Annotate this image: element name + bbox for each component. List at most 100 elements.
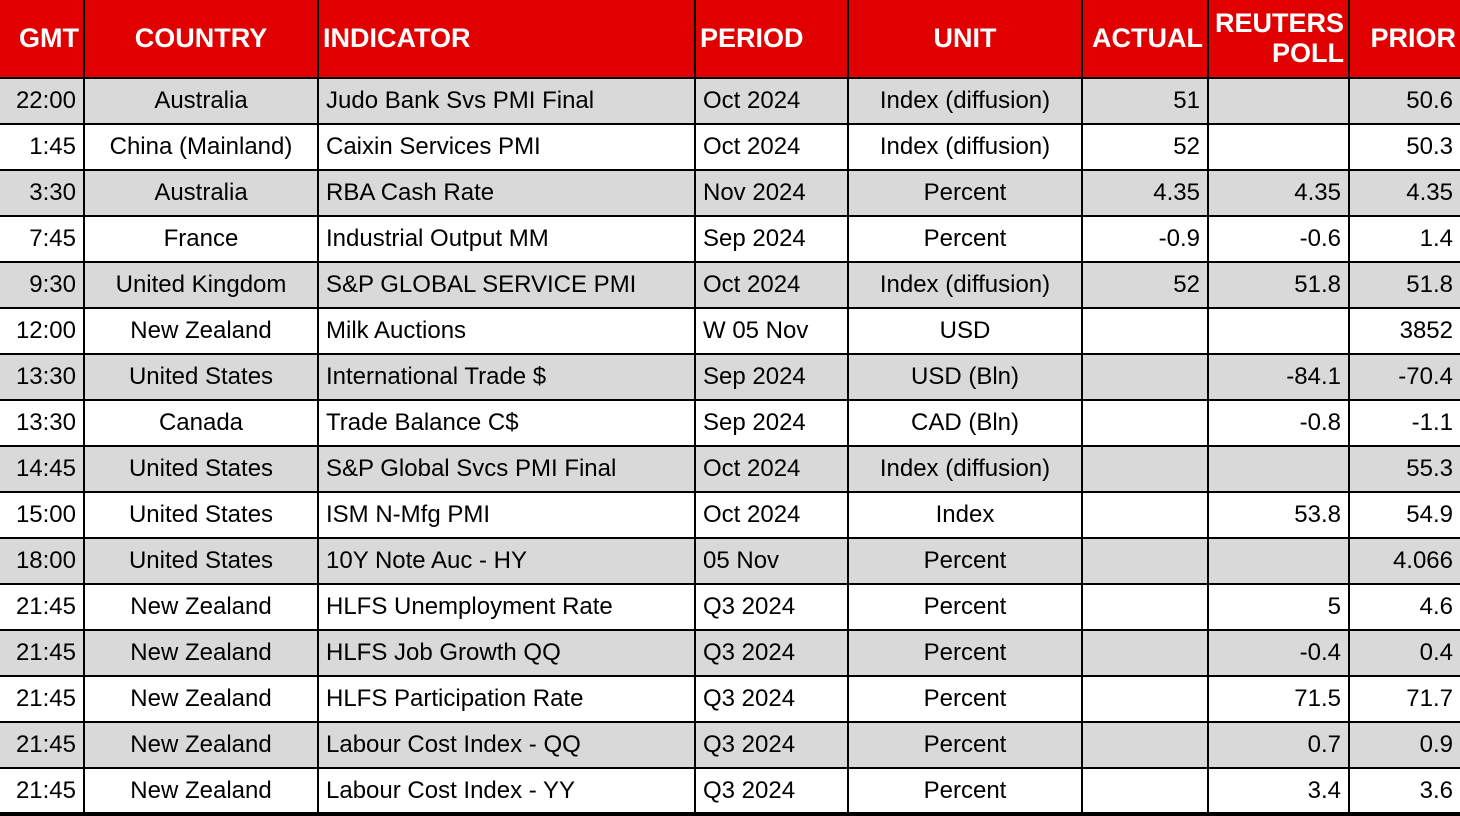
cell-gmt: 12:00 bbox=[0, 307, 85, 355]
cell-reuters-poll: 4.35 bbox=[1207, 169, 1350, 217]
column-header-actual: ACTUAL bbox=[1081, 0, 1209, 79]
cell-country: United States bbox=[83, 445, 319, 493]
cell-unit: Percent bbox=[847, 675, 1083, 723]
table-row: 21:45 New Zealand HLFS Unemployment Rate Q3… bbox=[0, 583, 1460, 631]
cell-gmt: 3:30 bbox=[0, 169, 85, 217]
table-row: 14:45 United States S&P Global Svcs PMI Fi… bbox=[0, 445, 1460, 493]
cell-period: Oct 2024 bbox=[694, 123, 849, 171]
cell-actual bbox=[1081, 445, 1209, 493]
cell-unit: USD (Bln) bbox=[847, 353, 1083, 401]
cell-prior: 3852 bbox=[1348, 307, 1460, 355]
cell-gmt: 13:30 bbox=[0, 353, 85, 401]
cell-period: Nov 2024 bbox=[694, 169, 849, 217]
cell-actual: 52 bbox=[1081, 261, 1209, 309]
cell-reuters-poll: -84.1 bbox=[1207, 353, 1350, 401]
cell-gmt: 21:45 bbox=[0, 629, 85, 677]
cell-country: New Zealand bbox=[83, 675, 319, 723]
cell-gmt: 21:45 bbox=[0, 767, 85, 816]
cell-actual bbox=[1081, 491, 1209, 539]
column-header-country: COUNTRY bbox=[83, 0, 319, 79]
cell-period: Oct 2024 bbox=[694, 445, 849, 493]
cell-country: United Kingdom bbox=[83, 261, 319, 309]
table-row: 22:00 Australia Judo Bank Svs PMI Final Oct… bbox=[0, 77, 1460, 125]
cell-unit: Index (diffusion) bbox=[847, 445, 1083, 493]
table-row: 15:00 United States ISM N-Mfg PMI Oct 2024 I… bbox=[0, 491, 1460, 539]
cell-unit: Index (diffusion) bbox=[847, 123, 1083, 171]
cell-prior: 1.4 bbox=[1348, 215, 1460, 263]
cell-country: France bbox=[83, 215, 319, 263]
cell-unit: Index (diffusion) bbox=[847, 261, 1083, 309]
cell-gmt: 13:30 bbox=[0, 399, 85, 447]
cell-country: United States bbox=[83, 353, 319, 401]
cell-prior: 55.3 bbox=[1348, 445, 1460, 493]
cell-indicator: HLFS Job Growth QQ bbox=[317, 629, 696, 677]
cell-unit: USD bbox=[847, 307, 1083, 355]
cell-prior: 4.6 bbox=[1348, 583, 1460, 631]
cell-actual bbox=[1081, 767, 1209, 816]
column-header-period: PERIOD bbox=[694, 0, 849, 79]
cell-period: Q3 2024 bbox=[694, 629, 849, 677]
column-header-reuters-poll: REUTERS POLL bbox=[1207, 0, 1350, 79]
cell-country: New Zealand bbox=[83, 721, 319, 769]
cell-gmt: 21:45 bbox=[0, 675, 85, 723]
cell-reuters-poll bbox=[1207, 445, 1350, 493]
cell-country: New Zealand bbox=[83, 767, 319, 816]
cell-period: Q3 2024 bbox=[694, 767, 849, 816]
table-row: 3:30 Australia RBA Cash Rate Nov 2024 Percen… bbox=[0, 169, 1460, 217]
cell-gmt: 9:30 bbox=[0, 261, 85, 309]
cell-period: Oct 2024 bbox=[694, 77, 849, 125]
header-row: GMT COUNTRY INDICATOR PERIOD UNIT ACTUAL REUTE… bbox=[0, 0, 1460, 79]
cell-unit: Percent bbox=[847, 721, 1083, 769]
table-body: 22:00 Australia Judo Bank Svs PMI Final Oct… bbox=[0, 77, 1460, 816]
cell-actual bbox=[1081, 537, 1209, 585]
cell-indicator: 10Y Note Auc - HY bbox=[317, 537, 696, 585]
cell-actual bbox=[1081, 307, 1209, 355]
cell-gmt: 7:45 bbox=[0, 215, 85, 263]
cell-unit: Index bbox=[847, 491, 1083, 539]
cell-unit: CAD (Bln) bbox=[847, 399, 1083, 447]
cell-gmt: 1:45 bbox=[0, 123, 85, 171]
cell-actual: 51 bbox=[1081, 77, 1209, 125]
cell-unit: Percent bbox=[847, 583, 1083, 631]
cell-reuters-poll: 5 bbox=[1207, 583, 1350, 631]
cell-indicator: Milk Auctions bbox=[317, 307, 696, 355]
table-row: 1:45 China (Mainland) Caixin Services PMI O… bbox=[0, 123, 1460, 171]
cell-prior: -70.4 bbox=[1348, 353, 1460, 401]
cell-actual bbox=[1081, 629, 1209, 677]
cell-country: United States bbox=[83, 491, 319, 539]
cell-actual bbox=[1081, 399, 1209, 447]
cell-prior: 71.7 bbox=[1348, 675, 1460, 723]
table-row: 7:45 France Industrial Output MM Sep 2024 Pe… bbox=[0, 215, 1460, 263]
cell-unit: Percent bbox=[847, 215, 1083, 263]
cell-actual: 4.35 bbox=[1081, 169, 1209, 217]
cell-actual: 52 bbox=[1081, 123, 1209, 171]
cell-unit: Percent bbox=[847, 537, 1083, 585]
column-header-unit: UNIT bbox=[847, 0, 1083, 79]
cell-reuters-poll: -0.8 bbox=[1207, 399, 1350, 447]
cell-gmt: 21:45 bbox=[0, 721, 85, 769]
cell-prior: 50.3 bbox=[1348, 123, 1460, 171]
cell-prior: 0.9 bbox=[1348, 721, 1460, 769]
cell-reuters-poll: -0.6 bbox=[1207, 215, 1350, 263]
cell-indicator: Industrial Output MM bbox=[317, 215, 696, 263]
cell-reuters-poll: 0.7 bbox=[1207, 721, 1350, 769]
cell-period: Oct 2024 bbox=[694, 261, 849, 309]
cell-period: Oct 2024 bbox=[694, 491, 849, 539]
cell-country: New Zealand bbox=[83, 583, 319, 631]
cell-unit: Percent bbox=[847, 169, 1083, 217]
cell-indicator: S&P Global Svcs PMI Final bbox=[317, 445, 696, 493]
cell-country: Canada bbox=[83, 399, 319, 447]
cell-prior: 3.6 bbox=[1348, 767, 1460, 816]
cell-period: Sep 2024 bbox=[694, 353, 849, 401]
cell-country: Australia bbox=[83, 169, 319, 217]
table-row: 13:30 United States International Trade $ S… bbox=[0, 353, 1460, 401]
cell-prior: 50.6 bbox=[1348, 77, 1460, 125]
cell-country: New Zealand bbox=[83, 629, 319, 677]
table-header: GMT COUNTRY INDICATOR PERIOD UNIT ACTUAL REUTE… bbox=[0, 0, 1460, 79]
cell-indicator: HLFS Participation Rate bbox=[317, 675, 696, 723]
table-row: 12:00 New Zealand Milk Auctions W 05 Nov USD… bbox=[0, 307, 1460, 355]
cell-indicator: International Trade $ bbox=[317, 353, 696, 401]
column-header-gmt: GMT bbox=[0, 0, 85, 79]
cell-indicator: S&P GLOBAL SERVICE PMI bbox=[317, 261, 696, 309]
